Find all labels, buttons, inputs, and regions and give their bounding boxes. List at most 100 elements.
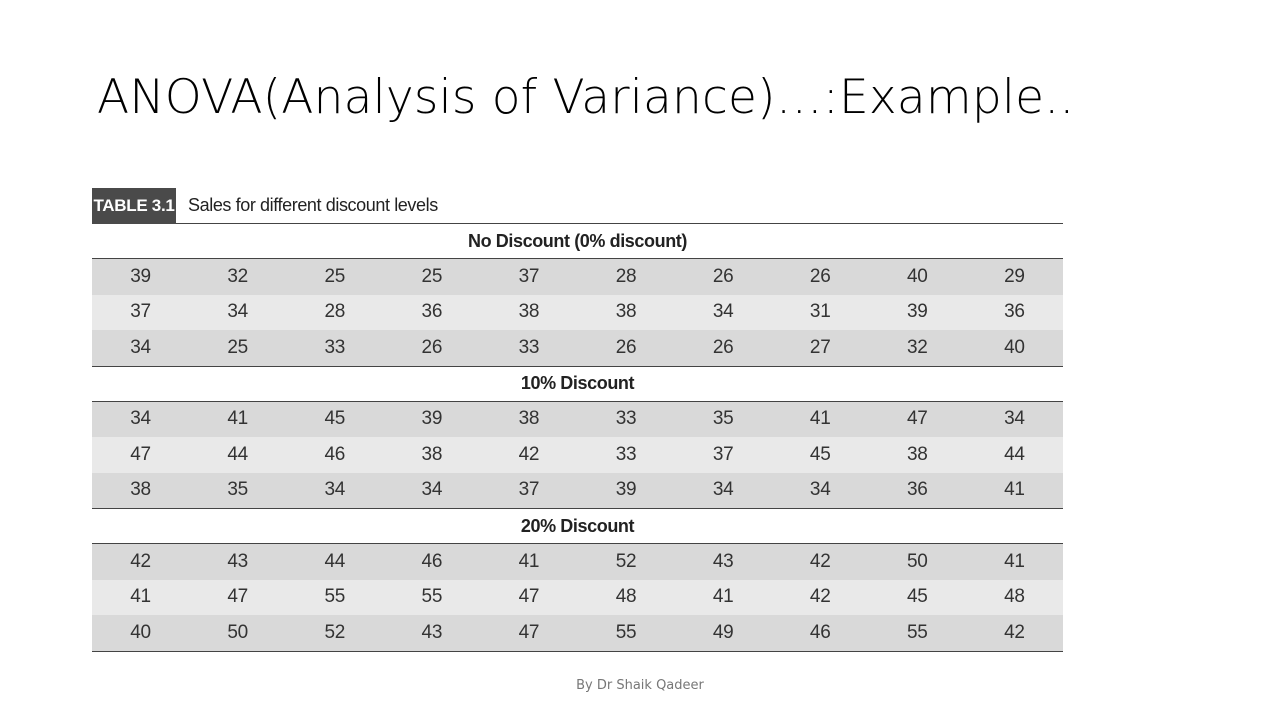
table-cell: 32 [189, 258, 287, 295]
table-cell: 36 [868, 472, 966, 509]
table-cell: 26 [674, 258, 772, 295]
table-cell: 26 [577, 330, 675, 367]
table-cell: 41 [189, 401, 287, 437]
table-cell: 46 [286, 437, 384, 473]
table-cell: 48 [577, 579, 675, 615]
table-cell: 26 [674, 330, 772, 367]
table-row: 40 50 52 43 47 55 49 46 55 42 [92, 615, 1063, 652]
table-cell: 41 [92, 579, 190, 615]
table-cell: 27 [771, 330, 869, 367]
sales-table: No Discount (0% discount) 39 32 25 25 37 28 26 2… [92, 224, 1063, 652]
table-cell: 41 [480, 543, 578, 580]
section-header-row: 10% Discount [92, 366, 1063, 402]
table-cell: 46 [383, 543, 481, 580]
table-cell: 29 [965, 258, 1063, 295]
table-cell: 39 [383, 401, 481, 437]
table-cell: 34 [674, 294, 772, 330]
table-cell: 50 [868, 543, 966, 580]
table-title: Sales for different discount levels [188, 195, 438, 215]
table-row: 38 35 34 34 37 39 34 34 36 41 [92, 472, 1063, 509]
table-cell: 38 [868, 437, 966, 473]
table-cell: 39 [92, 258, 190, 295]
table-cell: 42 [480, 437, 578, 473]
table-cell: 34 [383, 472, 481, 509]
table-cell: 36 [383, 294, 481, 330]
table-cell: 26 [771, 258, 869, 295]
table-cell: 43 [674, 543, 772, 580]
table-cell: 32 [868, 330, 966, 367]
table-cell: 48 [965, 579, 1063, 615]
table-cell: 34 [189, 294, 287, 330]
table-cell: 34 [92, 330, 190, 367]
table-cell: 41 [965, 543, 1063, 580]
table-row: 42 43 44 46 41 52 43 42 50 41 [92, 543, 1063, 580]
section-label: No Discount (0% discount) [92, 224, 1063, 259]
table-cell: 36 [965, 294, 1063, 330]
table-cell: 26 [383, 330, 481, 367]
table-cell: 34 [286, 472, 384, 509]
table-cell: 46 [771, 615, 869, 652]
table-cell: 49 [674, 615, 772, 652]
table-cell: 33 [577, 401, 675, 437]
table-cell: 37 [480, 472, 578, 509]
table-cell: 41 [965, 472, 1063, 509]
section-header-row: No Discount (0% discount) [92, 224, 1063, 259]
section-label: 20% Discount [92, 508, 1063, 544]
table-cell: 47 [480, 615, 578, 652]
table-row: 39 32 25 25 37 28 26 26 40 29 [92, 258, 1063, 295]
table-cell: 37 [480, 258, 578, 295]
table-cell: 33 [286, 330, 384, 367]
table-cell: 41 [674, 579, 772, 615]
table-cell: 35 [674, 401, 772, 437]
table-cell: 33 [480, 330, 578, 367]
table-cell: 43 [383, 615, 481, 652]
table-cell: 50 [189, 615, 287, 652]
table-cell: 33 [577, 437, 675, 473]
table-cell: 45 [771, 437, 869, 473]
table-cell: 34 [771, 472, 869, 509]
table-cell: 25 [383, 258, 481, 295]
table-cell: 39 [577, 472, 675, 509]
table-cell: 37 [674, 437, 772, 473]
table-cell: 40 [868, 258, 966, 295]
table-cell: 45 [286, 401, 384, 437]
table-row: 47 44 46 38 42 33 37 45 38 44 [92, 437, 1063, 473]
table-cell: 55 [286, 579, 384, 615]
section-label: 10% Discount [92, 366, 1063, 402]
table-cell: 42 [965, 615, 1063, 652]
section-header-row: 20% Discount [92, 508, 1063, 544]
table-cell: 52 [577, 543, 675, 580]
table-cell: 44 [965, 437, 1063, 473]
table-cell: 47 [92, 437, 190, 473]
table-caption: TABLE 3.1 Sales for different discount l… [92, 186, 1063, 224]
table-cell: 38 [577, 294, 675, 330]
table-cell: 28 [286, 294, 384, 330]
table-cell: 34 [92, 401, 190, 437]
table-cell: 47 [189, 579, 287, 615]
slide-footer: By Dr Shaik Qadeer [576, 678, 704, 693]
table-cell: 44 [286, 543, 384, 580]
table-cell: 38 [480, 401, 578, 437]
slide-title: ANOVA(Analysis of Variance)…:Example.. [97, 70, 1075, 125]
table-cell: 40 [92, 615, 190, 652]
table-cell: 42 [771, 579, 869, 615]
table-cell: 37 [92, 294, 190, 330]
table-cell: 34 [965, 401, 1063, 437]
table-row: 34 41 45 39 38 33 35 41 47 34 [92, 401, 1063, 437]
table-cell: 38 [383, 437, 481, 473]
table-cell: 55 [383, 579, 481, 615]
table-cell: 35 [189, 472, 287, 509]
table-cell: 47 [868, 401, 966, 437]
table-row: 34 25 33 26 33 26 26 27 32 40 [92, 330, 1063, 367]
table-cell: 38 [92, 472, 190, 509]
table-cell: 47 [480, 579, 578, 615]
table-cell: 38 [480, 294, 578, 330]
table-cell: 55 [868, 615, 966, 652]
table-number-tag: TABLE 3.1 [92, 188, 176, 224]
table-cell: 25 [189, 330, 287, 367]
table-cell: 55 [577, 615, 675, 652]
table-cell: 28 [577, 258, 675, 295]
table-cell: 25 [286, 258, 384, 295]
table-cell: 42 [771, 543, 869, 580]
table-cell: 34 [674, 472, 772, 509]
